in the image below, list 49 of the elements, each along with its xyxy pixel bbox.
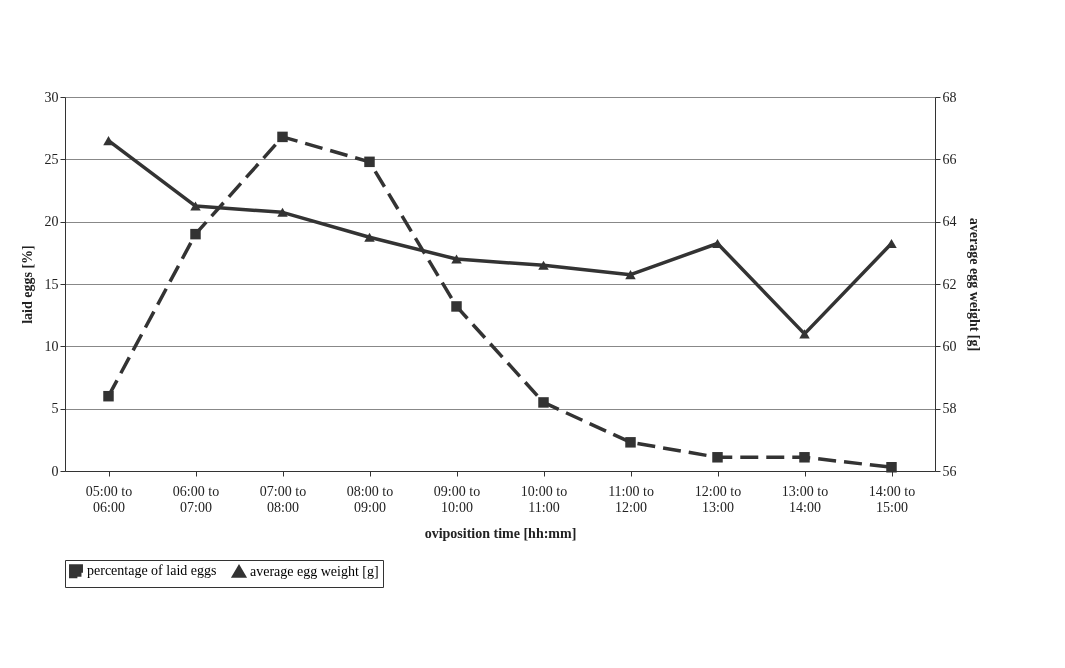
point bbox=[190, 228, 201, 240]
point bbox=[886, 238, 897, 249]
x-tick-label: 12:00 to 13:00 bbox=[694, 483, 742, 515]
point bbox=[799, 452, 810, 463]
point bbox=[451, 254, 462, 264]
point bbox=[538, 260, 549, 270]
y2-tick-label: 66 bbox=[942, 151, 957, 167]
y-tick-label: 20 bbox=[44, 214, 59, 230]
x-tick-label: 10:00 to 11:00 bbox=[520, 483, 568, 515]
legend-label: average egg weight [g] bbox=[250, 563, 379, 579]
y2-tick-label: 56 bbox=[942, 463, 957, 479]
y2-tick-label: 68 bbox=[942, 89, 957, 105]
y-tick-label: 10 bbox=[44, 338, 59, 354]
x-tick-label: 13:00 to 14:00 bbox=[781, 483, 829, 515]
point bbox=[103, 136, 114, 146]
point bbox=[799, 329, 810, 339]
point bbox=[364, 232, 375, 242]
y2-tick-label: 58 bbox=[942, 401, 957, 417]
x-axis-title: oviposition time [hh:mm] bbox=[424, 525, 577, 541]
point bbox=[364, 156, 375, 168]
y-tick-label: 5 bbox=[51, 401, 59, 417]
point bbox=[886, 462, 897, 473]
y-tick-label: 30 bbox=[44, 89, 59, 105]
point bbox=[451, 301, 462, 312]
point bbox=[103, 390, 114, 402]
x-tick-label: 08:00 to 09:00 bbox=[346, 483, 394, 515]
y-axis-title: laid eggs [%] bbox=[19, 245, 35, 324]
x-tick-label: 05:00 to 06:00 bbox=[85, 483, 133, 515]
y2-axis-title: average egg weight [g] bbox=[966, 217, 982, 352]
point bbox=[625, 437, 636, 448]
point bbox=[712, 452, 723, 463]
x-tick-label: 07:00 to 08:00 bbox=[259, 483, 307, 515]
y2-tick-label: 62 bbox=[942, 276, 957, 292]
point bbox=[277, 207, 288, 217]
y-tick-label: 15 bbox=[44, 276, 59, 292]
point bbox=[538, 397, 549, 408]
point bbox=[625, 270, 636, 280]
x-tick-label: 14:00 to 15:00 bbox=[868, 483, 916, 515]
y2-tick-label: 60 bbox=[942, 338, 957, 354]
point bbox=[190, 201, 201, 211]
x-tick-label: 11:00 to 12:00 bbox=[608, 483, 654, 515]
x-tick-label: 09:00 to 10:00 bbox=[433, 483, 481, 515]
y2-tick-label: 64 bbox=[942, 214, 957, 230]
x-tick-label: 06:00 to 07:00 bbox=[172, 483, 220, 515]
y-tick-label: 0 bbox=[51, 463, 59, 479]
point bbox=[712, 238, 723, 249]
point bbox=[277, 131, 288, 143]
legend-label: percentage of laid eggs bbox=[87, 563, 217, 579]
y-tick-label: 25 bbox=[44, 151, 59, 167]
